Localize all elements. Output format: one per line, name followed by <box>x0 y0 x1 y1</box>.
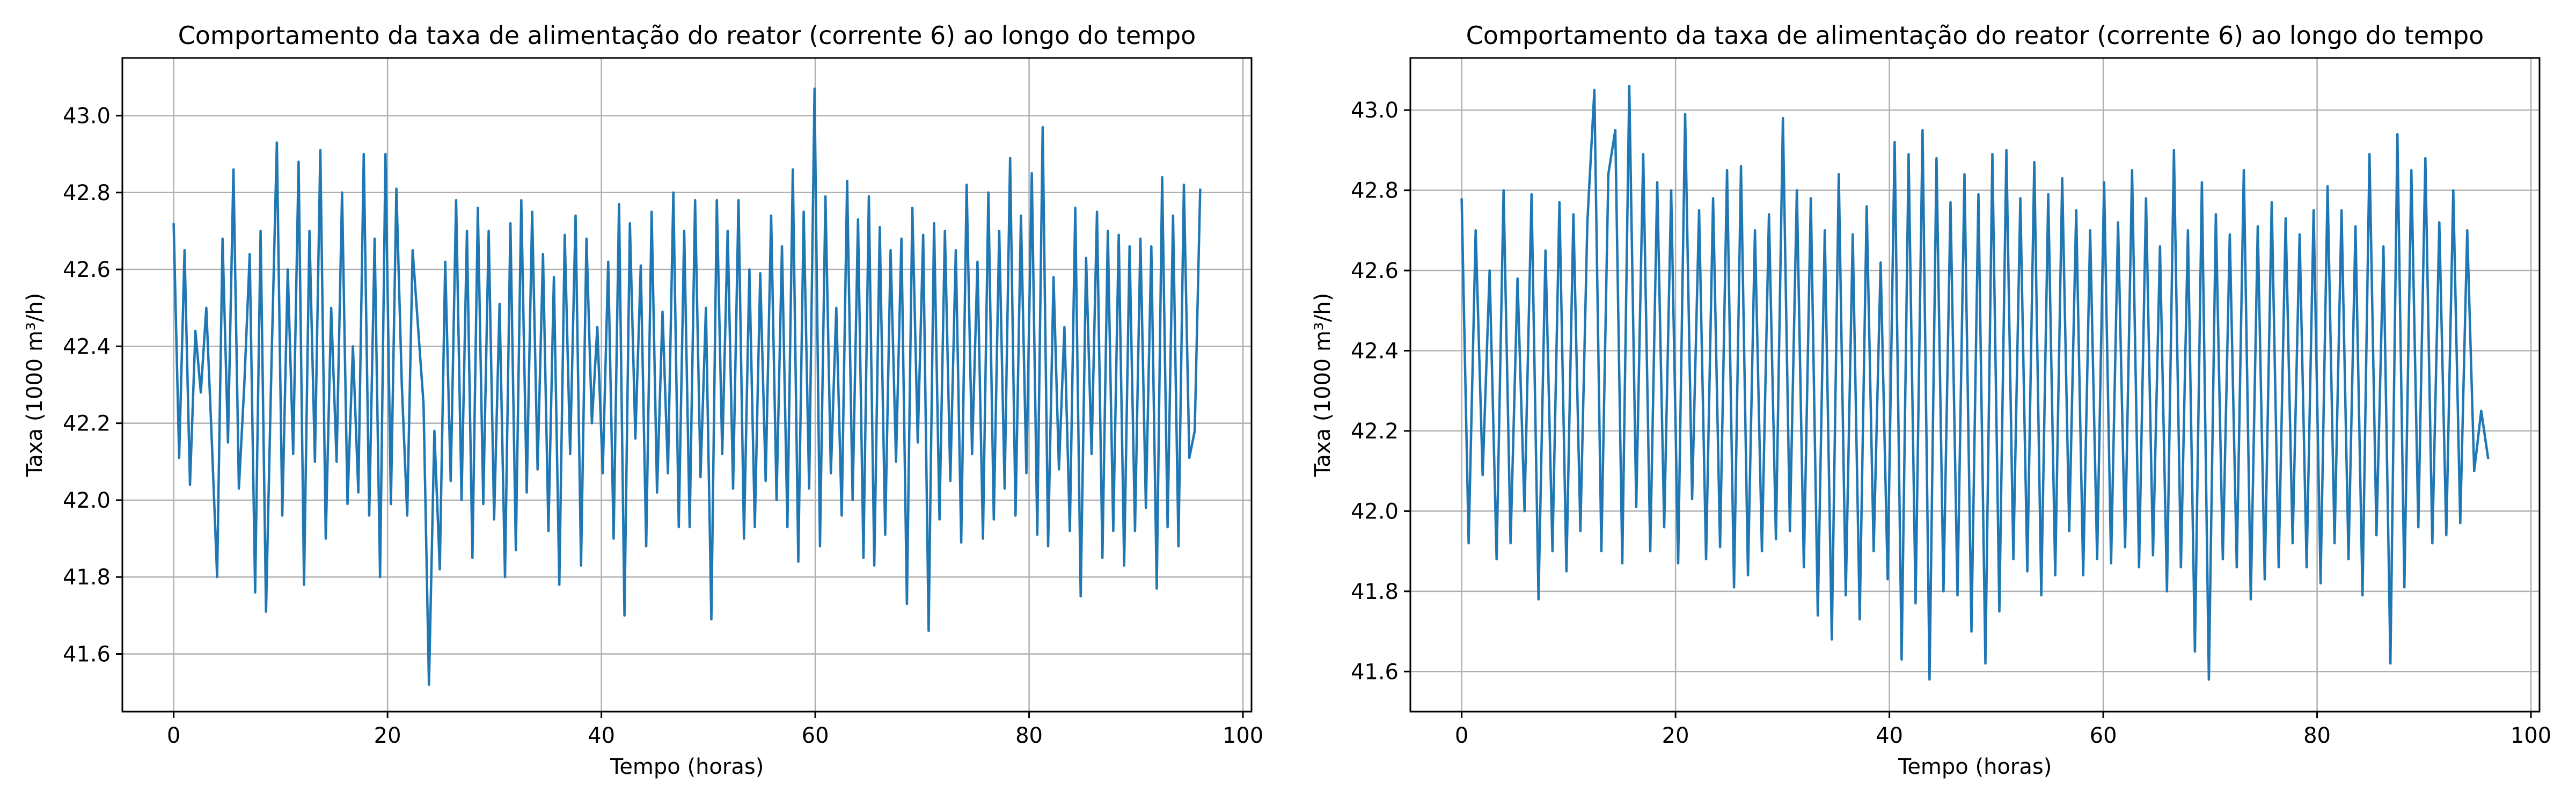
x-tick-label: 80 <box>2303 723 2331 748</box>
x-tick-label: 100 <box>2511 723 2551 748</box>
x-tick-label: 20 <box>1662 723 1689 748</box>
x-axis-label: Tempo (horas) <box>1898 755 2052 779</box>
y-axis-label: Taxa (1000 m³/h) <box>1311 293 1335 478</box>
y-tick-label: 42.6 <box>1351 259 1399 283</box>
y-tick-label: 43.0 <box>63 104 111 128</box>
x-tick-label: 100 <box>1223 723 1263 748</box>
y-tick-label: 42.0 <box>63 488 111 513</box>
y-tick-label: 41.8 <box>63 565 111 590</box>
chart-right: 0 20 40 60 80 100 41.6 41.8 42.0 42.2 42.4 42.6 42.8… <box>1311 21 2551 779</box>
x-tick-label: 60 <box>802 723 829 748</box>
x-tick-label: 40 <box>1876 723 1903 748</box>
chart-title: Comportamento da taxa de alimentação do … <box>178 21 1196 50</box>
y-tick-label: 42.0 <box>1351 499 1399 524</box>
x-tick-label: 80 <box>1015 723 1043 748</box>
y-axis-label: Taxa (1000 m³/h) <box>23 293 47 478</box>
y-tick-label: 42.4 <box>1351 339 1399 363</box>
y-tick-label: 41.6 <box>63 642 111 667</box>
y-tick-label: 43.0 <box>1351 98 1399 123</box>
x-tick-label: 0 <box>167 723 180 748</box>
y-tick-label: 42.4 <box>63 334 111 359</box>
series-line <box>172 87 1202 686</box>
x-tick-label: 40 <box>588 723 615 748</box>
chart-title: Comportamento da taxa de alimentação do … <box>1466 21 2484 50</box>
chart-left: 0 20 40 60 80 100 41.6 41.8 42.0 42.2 42.4 42.6 42.8… <box>23 21 1263 779</box>
x-tick-label: 60 <box>2090 723 2117 748</box>
x-axis-label: Tempo (horas) <box>610 755 764 779</box>
y-tick-label: 41.6 <box>1351 660 1399 684</box>
y-tick-label: 42.6 <box>63 258 111 282</box>
series-line <box>1460 85 2490 681</box>
y-tick-label: 42.2 <box>1351 419 1399 444</box>
y-tick-label: 42.8 <box>1351 179 1399 203</box>
x-tick-label: 20 <box>374 723 401 748</box>
y-tick-label: 41.8 <box>1351 580 1399 604</box>
y-tick-label: 42.2 <box>63 412 111 436</box>
y-tick-label: 42.8 <box>63 181 111 206</box>
plot-frame <box>121 57 1253 713</box>
x-tick-label: 0 <box>1455 723 1468 748</box>
plot-frame <box>1409 57 2541 713</box>
